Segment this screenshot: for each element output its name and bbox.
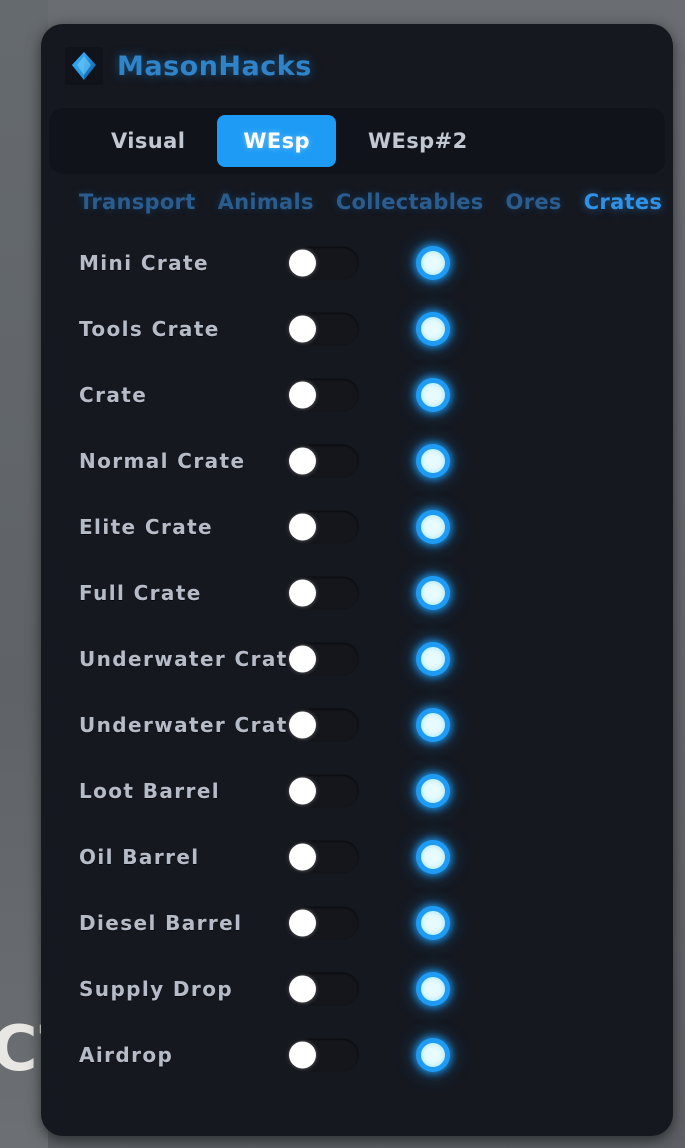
option-label: Loot Barrel: [79, 779, 221, 803]
panel-header: MasonHacks: [41, 24, 673, 108]
option-toggle[interactable]: [287, 576, 359, 610]
list-item: Tools Crate: [41, 296, 673, 362]
option-label: Mini Crate: [79, 251, 209, 275]
option-label: Full Crate: [79, 581, 202, 605]
mason-hacks-panel: MasonHacks Visual WEsp WEsp#2 Transport …: [41, 24, 673, 1136]
page-title: MasonHacks: [117, 50, 312, 82]
sub-tab-collectables[interactable]: Collectables: [335, 190, 484, 214]
color-indicator[interactable]: [416, 642, 450, 676]
color-indicator[interactable]: [416, 1038, 450, 1072]
toggle-knob: [289, 315, 316, 343]
option-toggle[interactable]: [287, 444, 359, 478]
list-item: Elite Crate: [41, 494, 673, 560]
sub-tab-bar: Transport Animals Collectables Ores Crat…: [41, 174, 673, 224]
list-item: Underwater Crate: [41, 692, 673, 758]
option-toggle[interactable]: [287, 972, 359, 1006]
list-item: Underwater Crate: [41, 626, 673, 692]
option-label: Elite Crate: [79, 515, 214, 539]
list-item: Supply Drop: [41, 956, 673, 1022]
option-label: Oil Barrel: [79, 845, 200, 869]
color-indicator[interactable]: [416, 708, 450, 742]
toggle-knob: [289, 249, 316, 277]
list-item: Diesel Barrel: [41, 890, 673, 956]
color-indicator[interactable]: [416, 774, 450, 808]
option-toggle[interactable]: [287, 642, 359, 676]
color-indicator[interactable]: [416, 576, 450, 610]
option-label: Underwater Crate: [79, 713, 303, 737]
diamond-gem-icon: [65, 47, 103, 85]
option-toggle[interactable]: [287, 510, 359, 544]
option-label: Diesel Barrel: [79, 911, 243, 935]
toggle-knob: [289, 909, 316, 937]
option-toggle[interactable]: [287, 708, 359, 742]
option-label: Airdrop: [79, 1043, 174, 1067]
toggle-knob: [289, 579, 316, 607]
option-toggle[interactable]: [287, 840, 359, 874]
background-left-strip: [0, 0, 48, 1148]
toggle-knob: [289, 1041, 316, 1069]
option-toggle[interactable]: [287, 378, 359, 412]
list-item: Normal Crate: [41, 428, 673, 494]
toggle-knob: [289, 711, 316, 739]
option-label: Crate: [79, 383, 148, 407]
toggle-knob: [289, 381, 316, 409]
color-indicator[interactable]: [416, 312, 450, 346]
toggle-knob: [289, 513, 316, 541]
option-label: Underwater Crate: [79, 647, 303, 671]
toggle-knob: [289, 447, 316, 475]
tab-bar: Visual WEsp WEsp#2: [49, 108, 665, 174]
color-indicator[interactable]: [416, 906, 450, 940]
tab-wesp-2[interactable]: WEsp#2: [367, 129, 468, 153]
list-item: Full Crate: [41, 560, 673, 626]
sub-tab-animals[interactable]: Animals: [217, 190, 314, 214]
color-indicator[interactable]: [416, 444, 450, 478]
sub-tab-ores[interactable]: Ores: [505, 190, 562, 214]
color-indicator[interactable]: [416, 972, 450, 1006]
sub-tab-transport[interactable]: Transport: [79, 190, 196, 214]
toggle-knob: [289, 777, 316, 805]
list-item: Crate: [41, 362, 673, 428]
list-item: Loot Barrel: [41, 758, 673, 824]
list-item: Airdrop: [41, 1022, 673, 1088]
color-indicator[interactable]: [416, 840, 450, 874]
sub-tab-crates[interactable]: Crates: [583, 190, 663, 214]
color-indicator[interactable]: [416, 378, 450, 412]
tab-wesp[interactable]: WEsp: [217, 115, 336, 167]
toggle-knob: [289, 843, 316, 871]
tab-visual[interactable]: Visual: [111, 129, 186, 153]
option-label: Tools Crate: [79, 317, 220, 341]
option-toggle[interactable]: [287, 246, 359, 280]
list-item: Mini Crate: [41, 230, 673, 296]
option-toggle[interactable]: [287, 312, 359, 346]
color-indicator[interactable]: [416, 510, 450, 544]
toggle-knob: [289, 645, 316, 673]
list-item: Oil Barrel: [41, 824, 673, 890]
toggle-knob: [289, 975, 316, 1003]
option-toggle[interactable]: [287, 774, 359, 808]
option-list: Mini Crate Tools Crate Crate Normal Crat…: [41, 224, 673, 1088]
option-toggle[interactable]: [287, 906, 359, 940]
option-label: Supply Drop: [79, 977, 234, 1001]
option-label: Normal Crate: [79, 449, 246, 473]
color-indicator[interactable]: [416, 246, 450, 280]
option-toggle[interactable]: [287, 1038, 359, 1072]
